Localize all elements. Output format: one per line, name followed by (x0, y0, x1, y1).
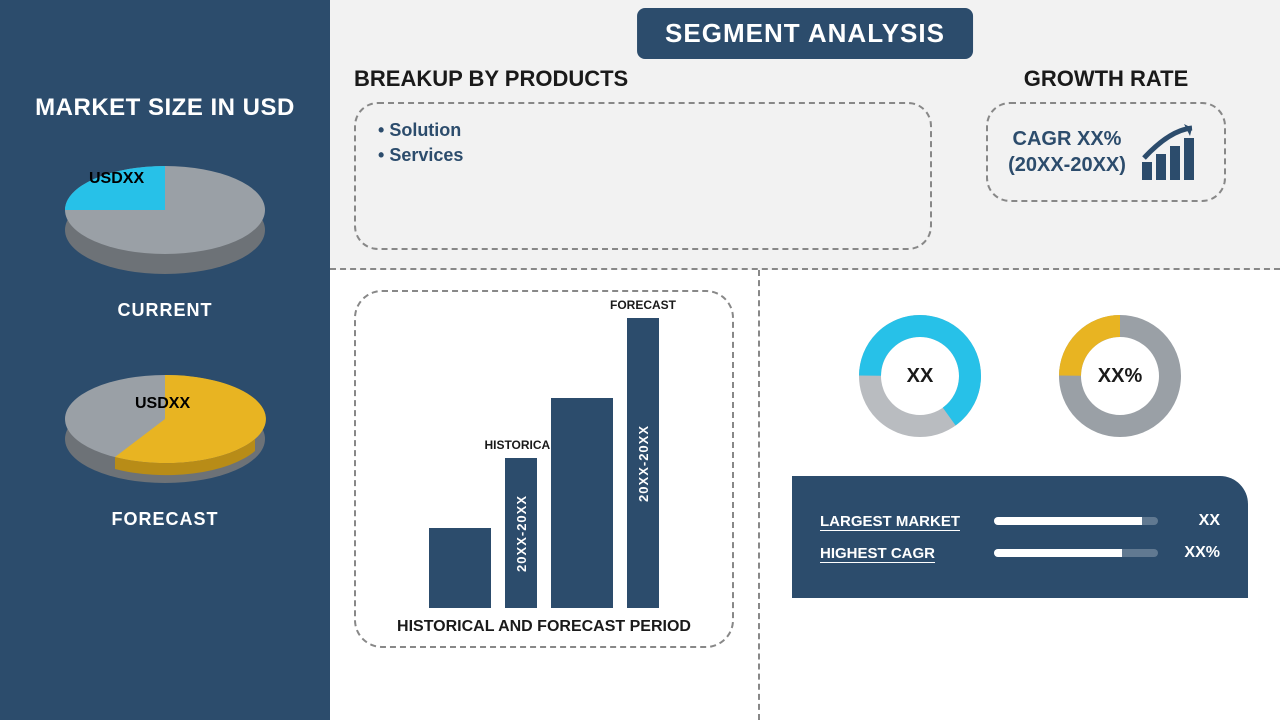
donut-value: XX% (1050, 306, 1190, 446)
stat-label: HIGHEST CAGR (820, 545, 980, 562)
sidebar-title: MARKET SIZE IN USD (35, 94, 295, 122)
donut-row: XX XX% (792, 306, 1248, 446)
stat-row: LARGEST MARKET XX (820, 512, 1220, 530)
breakup-item: Services (378, 143, 908, 168)
breakup-box: SolutionServices (354, 102, 932, 250)
period-bar: HISTORICAL20XX-20XX (505, 458, 537, 608)
bottom-section: HISTORICAL20XX-20XXFORECAST20XX-20XX HIS… (330, 270, 1280, 720)
donut-value: XX (850, 306, 990, 446)
bar-inner-label: 20XX-20XX (514, 495, 529, 572)
pie-chart: USDXX (55, 361, 275, 491)
pie-svg (55, 361, 275, 491)
metrics-panel: XX XX% LARGEST MARKET XX HIGHEST CAGR XX% (760, 270, 1280, 720)
growth-panel: GROWTH RATE CAGR XX% (20XX-20XX) (956, 66, 1256, 250)
stat-row: HIGHEST CAGR XX% (820, 544, 1220, 562)
stat-bar (994, 549, 1158, 557)
stat-value: XX% (1172, 544, 1220, 562)
donut-chart: XX% (1050, 306, 1190, 446)
breakup-heading: BREAKUP BY PRODUCTS (354, 66, 932, 92)
period-bar (429, 528, 491, 608)
bar-tag: HISTORICAL (484, 438, 557, 452)
breakup-item: Solution (378, 118, 908, 143)
period-bars: HISTORICAL20XX-20XXFORECAST20XX-20XX (380, 308, 708, 608)
page-title: SEGMENT ANALYSIS (637, 8, 973, 59)
pie-current: USDXX CURRENT (55, 152, 275, 321)
pie-caption: FORECAST (112, 509, 219, 530)
growth-chart-icon (1140, 122, 1204, 182)
stat-label: LARGEST MARKET (820, 513, 980, 530)
pie-forecast: USDXX FORECAST (55, 361, 275, 530)
period-caption: HISTORICAL AND FORECAST PERIOD (397, 618, 691, 636)
growth-heading: GROWTH RATE (1024, 66, 1189, 92)
sidebar: MARKET SIZE IN USD USDXX CURRENT (0, 0, 330, 720)
pie-value-label: USDXX (135, 395, 190, 413)
stat-bar (994, 517, 1158, 525)
bar-tag: FORECAST (610, 298, 676, 312)
pie-caption: CURRENT (118, 300, 213, 321)
period-bar (551, 398, 613, 608)
pie-chart: USDXX (55, 152, 275, 282)
stat-value: XX (1172, 512, 1220, 530)
period-panel: HISTORICAL20XX-20XXFORECAST20XX-20XX HIS… (330, 270, 760, 720)
period-box: HISTORICAL20XX-20XXFORECAST20XX-20XX HIS… (354, 290, 734, 648)
pie-svg (55, 152, 275, 282)
breakup-list: SolutionServices (378, 118, 908, 168)
donut-chart: XX (850, 306, 990, 446)
growth-box: CAGR XX% (20XX-20XX) (986, 102, 1226, 202)
bar-inner-label: 20XX-20XX (636, 425, 651, 502)
breakup-panel: BREAKUP BY PRODUCTS SolutionServices (354, 66, 932, 250)
period-bar: FORECAST20XX-20XX (627, 318, 659, 608)
stats-panel: LARGEST MARKET XX HIGHEST CAGR XX% (792, 476, 1248, 598)
pie-value-label: USDXX (89, 170, 144, 188)
main-content: imarc IMPACTFUL INSIGHTS SEGMENT ANALYSI… (330, 0, 1280, 720)
cagr-text: CAGR XX% (20XX-20XX) (1008, 126, 1126, 178)
top-section: SEGMENT ANALYSIS BREAKUP BY PRODUCTS Sol… (330, 0, 1280, 270)
